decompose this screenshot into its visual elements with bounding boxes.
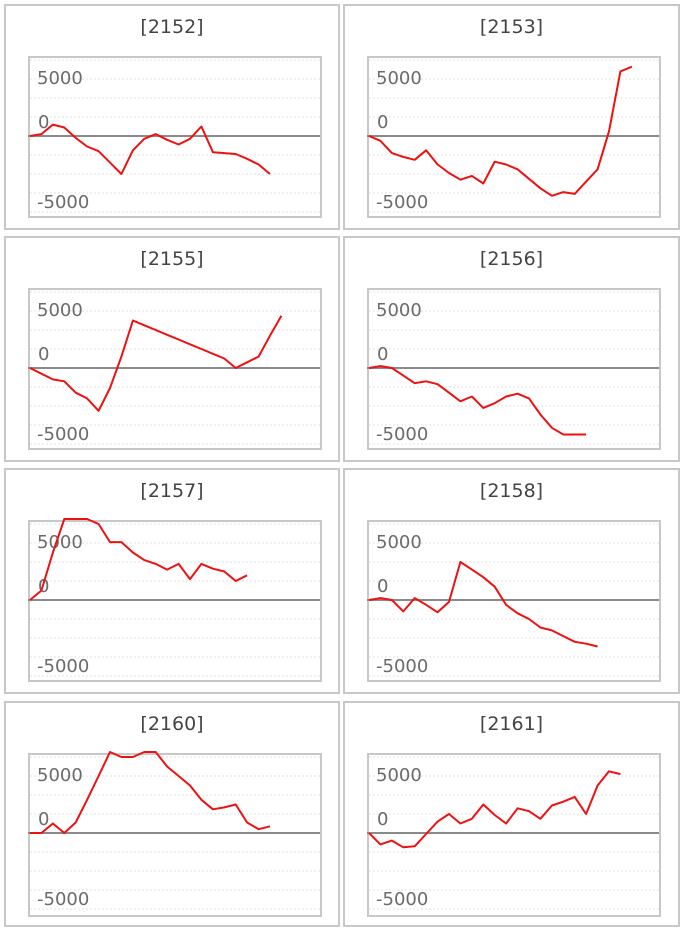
chart-svg: 5000 0 -5000 (367, 523, 659, 677)
y-tick-label: 0 (38, 809, 49, 830)
plot-area: 5000 0 -5000 (367, 753, 661, 917)
chart-title: [2157] (140, 480, 204, 502)
y-tick-label: 5000 (37, 765, 83, 786)
y-tick-label: 5000 (37, 68, 83, 89)
chart-title: [2156] (479, 248, 544, 270)
y-tick-label: 0 (377, 344, 388, 365)
y-tick-label: 5000 (376, 765, 422, 786)
chart-title: [2161] (479, 713, 544, 735)
y-tick-label: 0 (377, 112, 388, 133)
series-line (29, 123, 271, 175)
y-tick-label: -5000 (376, 424, 428, 445)
y-tick-label: 5000 (376, 532, 422, 553)
plot-area: 5000 0 -5000 (28, 751, 322, 917)
series-line (29, 518, 248, 601)
chart-title: [2158] (479, 480, 544, 502)
y-tick-label: -5000 (376, 889, 428, 910)
y-tick-label: 5000 (376, 68, 422, 89)
chart-panel-2160: [2160] 5000 0 -5000 (4, 701, 340, 927)
plot-area: 5000 0 -5000 (28, 288, 322, 450)
chart-svg: 5000 0 -5000 (28, 518, 320, 677)
series-line (29, 315, 283, 412)
chart-svg: 5000 0 -5000 (28, 59, 320, 213)
y-tick-label: 5000 (376, 300, 422, 321)
y-tick-label: 0 (38, 112, 49, 133)
chart-svg: 5000 0 -5000 (367, 59, 659, 213)
y-tick-label: 0 (377, 809, 388, 830)
y-tick-label: -5000 (376, 192, 428, 213)
y-tick-label: 5000 (37, 532, 83, 553)
chart-panel-2161: [2161] 5000 0 -5000 (343, 701, 680, 927)
chart-svg: 5000 0 -5000 (28, 751, 320, 910)
chart-svg: 5000 0 -5000 (367, 756, 659, 910)
series-line (30, 751, 271, 834)
y-tick-label: -5000 (376, 656, 428, 677)
series-line (368, 770, 621, 849)
chart-panel-2157: [2157] 5000 0 -5000 (4, 468, 340, 694)
chart-panel-2155: [2155] 5000 0 -5000 (4, 236, 340, 462)
chart-title: [2155] (140, 248, 204, 270)
y-tick-label: -5000 (37, 424, 89, 445)
chart-panel-2158: [2158] 5000 0 -5000 (343, 468, 680, 694)
y-tick-label: 0 (38, 344, 49, 365)
plot-area: 5000 0 -5000 (367, 288, 661, 450)
plot-area: 5000 0 -5000 (367, 520, 661, 682)
chart-title: [2153] (479, 16, 544, 38)
chart-panel-2153: [2153] 5000 0 -5000 (343, 4, 680, 230)
y-tick-label: -5000 (37, 889, 89, 910)
chart-svg: 5000 0 -5000 (28, 291, 320, 445)
chart-panel-2156: [2156] 5000 0 -5000 (343, 236, 680, 462)
series-line (368, 65, 633, 197)
series-line (368, 365, 587, 436)
plot-area: 5000 0 -5000 (367, 56, 661, 218)
y-tick-label: 0 (377, 576, 388, 597)
chart-title: [2152] (140, 16, 204, 38)
chart-svg: 5000 0 -5000 (367, 291, 659, 445)
y-tick-label: 5000 (37, 300, 83, 321)
y-tick-label: 0 (38, 576, 49, 597)
series-line (368, 561, 598, 648)
y-tick-label: -5000 (37, 192, 89, 213)
plot-area: 5000 0 -5000 (28, 518, 322, 682)
chart-title: [2160] (140, 713, 204, 735)
plot-area: 5000 0 -5000 (28, 56, 322, 218)
y-tick-label: -5000 (37, 656, 89, 677)
chart-panel-2152: [2152] 5000 0 -5000 (4, 4, 340, 230)
